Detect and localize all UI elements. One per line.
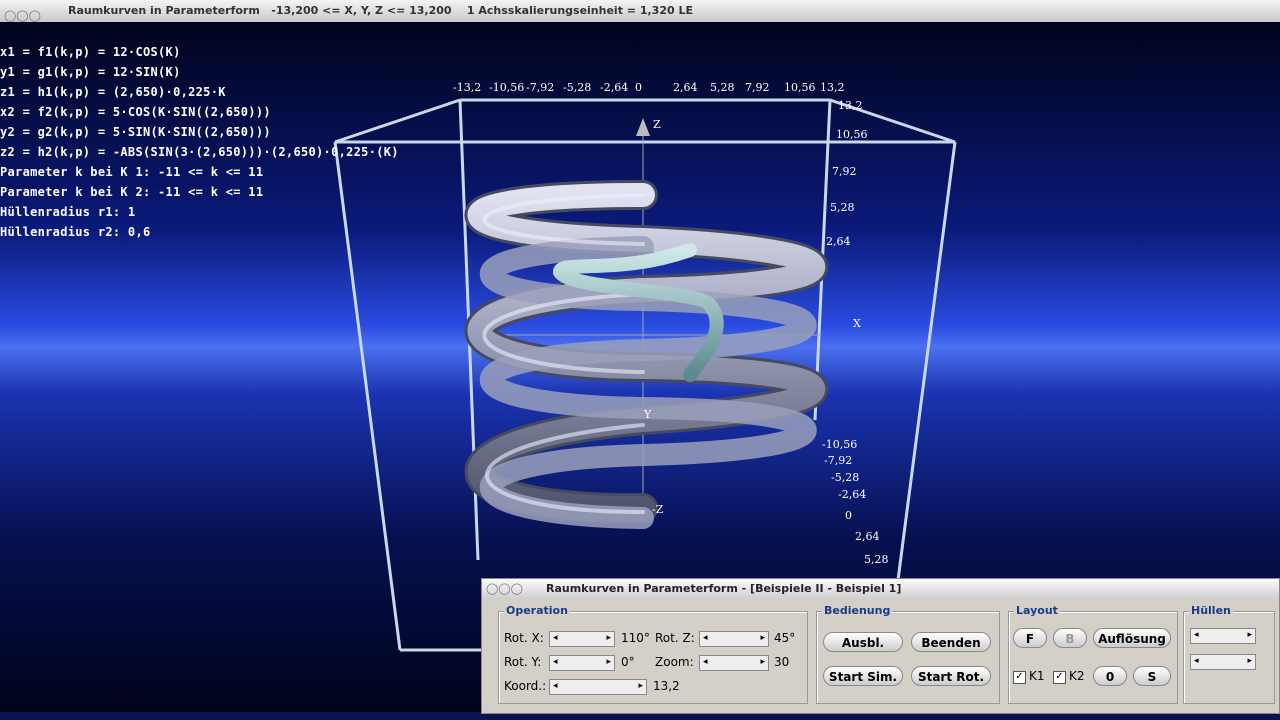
formula-line: Hüllenradius r2: 0,6 [0, 225, 151, 239]
formula-line: x1 = f1(k,p) = 12·COS(K) [0, 45, 181, 59]
axis-tick-label: 2,64 [855, 530, 880, 543]
axis-tick-label: 7,92 [832, 165, 857, 178]
label: K2 [1069, 669, 1085, 683]
formula-line: z1 = h1(k,p) = (2,650)·0,225·K [0, 85, 226, 99]
control-dialog: ◯◯◯ Raumkurven in Parameterform - [Beisp… [481, 578, 1280, 714]
z-arrow [636, 118, 650, 136]
window-controls[interactable]: ◯◯◯ [4, 9, 41, 22]
label: Zoom: [655, 655, 694, 669]
axis-tick-label: 13,2 [838, 99, 863, 112]
axis-tick-label: 5,28 [830, 201, 855, 214]
axis-tick-label: 2,64 [826, 235, 851, 248]
axis-tick-label: -10,56 [822, 438, 858, 451]
s-button[interactable]: S [1133, 666, 1171, 686]
axis-tick-label: -2,64 [600, 81, 629, 94]
axis-tick-label: -5,28 [831, 471, 860, 484]
formula-line: Hüllenradius r1: 1 [0, 205, 136, 219]
value: 45° [774, 631, 796, 645]
formula-line: Parameter k bei K 2: -11 <= k <= 11 [0, 185, 264, 199]
slider-huelle-1[interactable] [1190, 628, 1256, 644]
f-button[interactable]: F [1013, 628, 1047, 648]
bedienung-group: Bedienung Ausbl. Beenden Start Sim. Star… [816, 604, 1000, 704]
operation-group: Operation Rot. X: 110° Rot. Z: 45° Rot. … [498, 604, 808, 704]
axis-tick-label: -7,92 [824, 454, 853, 467]
axis-tick-label: 2,64 [673, 81, 698, 94]
axis-name: Y [644, 408, 652, 421]
label: Rot. Y: [504, 655, 542, 669]
axis-tick-label: 7,92 [745, 81, 770, 94]
label: Koord.: [504, 679, 547, 693]
label: Rot. Z: [655, 631, 695, 645]
value: 30 [774, 655, 790, 669]
axis-name: -Z [652, 503, 664, 516]
value: 13,2 [653, 679, 680, 693]
axis-tick-label: 13,2 [820, 81, 845, 94]
formula-line: x2 = f2(k,p) = 5·COS(K·SIN((2,650))) [0, 105, 271, 119]
axis-tick-label: -5,28 [563, 81, 592, 94]
start-sim-button[interactable]: Start Sim. [823, 666, 903, 686]
k2-checkbox[interactable]: ✓ [1053, 671, 1066, 684]
slider-rot-y[interactable] [549, 655, 615, 671]
beenden-button[interactable]: Beenden [911, 632, 991, 652]
layout-group: Layout F B Auflösung ✓ K1 ✓ K2 0 S [1008, 604, 1178, 704]
ausbl-button[interactable]: Ausbl. [823, 632, 903, 652]
axis-tick-label: -13,2 [453, 81, 482, 94]
group-title: Layout [1014, 604, 1060, 617]
formula-line: y2 = g2(k,p) = 5·SIN(K·SIN((2,650))) [0, 125, 271, 139]
huellen-group: Hüllen [1183, 604, 1275, 704]
axis-tick-label: 0 [845, 509, 852, 522]
formula-line: Parameter k bei K 1: -11 <= k <= 11 [0, 165, 264, 179]
helix-outer [464, 180, 828, 529]
slider-koord[interactable] [549, 679, 647, 695]
axis-tick-label: -10,56 [489, 81, 525, 94]
axis-tick-label: -2,64 [838, 488, 867, 501]
axis-name: Z [653, 118, 661, 131]
group-title: Operation [504, 604, 570, 617]
axis-tick-label: 10,56 [784, 81, 816, 94]
axis-name: X [853, 317, 861, 330]
start-rot-button[interactable]: Start Rot. [911, 666, 991, 686]
slider-zoom[interactable] [699, 655, 769, 671]
group-title: Hüllen [1189, 604, 1233, 617]
b-button[interactable]: B [1053, 628, 1087, 648]
slider-huelle-2[interactable] [1190, 654, 1256, 670]
axis-tick-label: 5,28 [710, 81, 735, 94]
aufloesung-button[interactable]: Auflösung [1093, 628, 1171, 648]
k1-checkbox[interactable]: ✓ [1013, 671, 1026, 684]
null-button[interactable]: 0 [1093, 666, 1127, 686]
slider-rot-x[interactable] [549, 631, 615, 647]
dialog-controls[interactable]: ◯◯◯ [486, 582, 523, 595]
formula-line: y1 = g1(k,p) = 12·SIN(K) [0, 65, 181, 79]
axis-tick-label: 0 [635, 81, 642, 94]
label: K1 [1029, 669, 1045, 683]
group-title: Bedienung [822, 604, 893, 617]
window-title: Raumkurven in Parameterform -13,200 <= X… [68, 4, 693, 17]
formula-line: z2 = h2(k,p) = -ABS(SIN(3·(2,650)))·(2,6… [0, 145, 399, 159]
title-bar: ◯◯◯ Raumkurven in Parameterform -13,200 … [0, 0, 1280, 22]
axis-tick-label: 10,56 [836, 128, 868, 141]
dialog-title-bar: ◯◯◯ Raumkurven in Parameterform - [Beisp… [482, 579, 1279, 599]
axis-tick-label: -7,92 [526, 81, 555, 94]
value: 0° [621, 655, 635, 669]
bounding-box [333, 98, 957, 652]
slider-rot-z[interactable] [699, 631, 769, 647]
axis-tick-label: 5,28 [864, 553, 889, 566]
label: Rot. X: [504, 631, 544, 645]
value: 110° [621, 631, 650, 645]
helix-inner [552, 243, 724, 382]
dialog-title: Raumkurven in Parameterform - [Beispiele… [546, 582, 902, 595]
